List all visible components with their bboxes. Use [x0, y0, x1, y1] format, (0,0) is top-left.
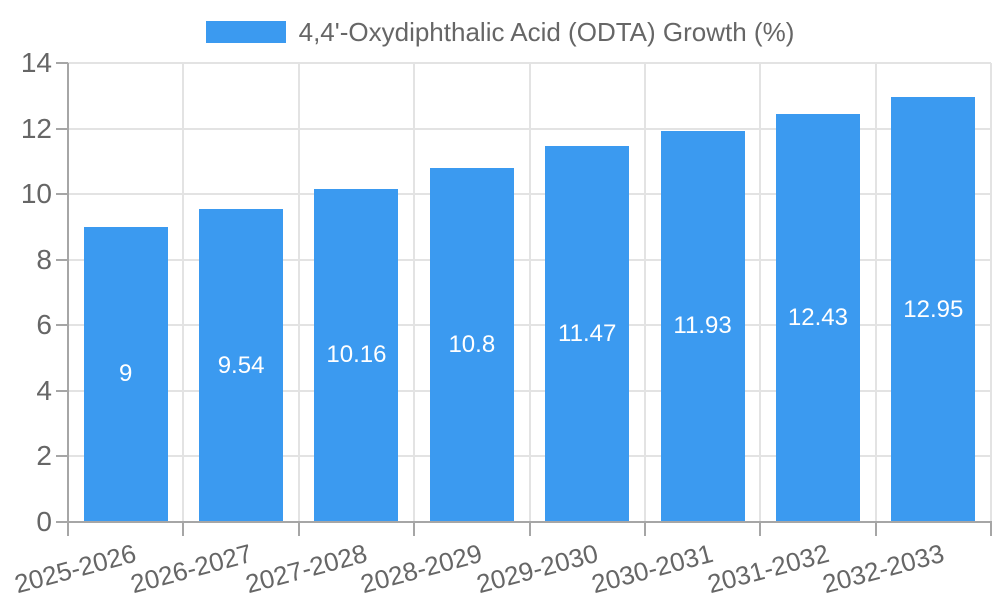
y-tick-label: 12 — [20, 113, 52, 144]
bar[interactable] — [83, 226, 168, 521]
bar-value-label: 9 — [119, 360, 133, 388]
x-tick-label: 2025-2026 — [11, 538, 140, 600]
legend-swatch-icon — [205, 21, 286, 43]
y-tick-label: 6 — [36, 309, 52, 340]
y-tick-mark — [56, 259, 68, 261]
y-tick-label: 10 — [20, 178, 52, 209]
bar-value-label: 10.8 — [448, 330, 496, 358]
y-tick-label: 2 — [36, 440, 52, 471]
y-tick-mark — [56, 324, 68, 326]
bar-value-label: 9.54 — [217, 351, 265, 379]
y-tick-label: 14 — [20, 47, 52, 78]
x-tick-mark — [990, 522, 992, 536]
x-tick-mark — [298, 522, 300, 536]
v-gridline — [875, 63, 877, 522]
x-tick-mark — [413, 522, 415, 536]
bar[interactable] — [429, 167, 514, 521]
y-tick-mark — [56, 128, 68, 130]
x-tick-mark — [875, 522, 877, 536]
x-tick-mark — [644, 522, 646, 536]
v-gridline — [529, 63, 531, 522]
bar[interactable] — [545, 145, 630, 521]
bar[interactable] — [660, 130, 745, 521]
legend-label: 4,4'-Oxydiphthalic Acid (ODTA) Growth (%… — [298, 16, 795, 47]
y-tick-mark — [56, 62, 68, 64]
bar[interactable] — [199, 209, 284, 521]
bar-value-label: 12.95 — [903, 295, 964, 323]
x-tick-label: 2030-2031 — [588, 538, 717, 600]
bar-value-label: 11.93 — [673, 312, 732, 340]
legend[interactable]: 4,4'-Oxydiphthalic Acid (ODTA) Growth (%… — [0, 10, 1000, 54]
bar-value-label: 10.16 — [326, 341, 387, 369]
y-tick-label: 0 — [36, 506, 52, 537]
x-axis-line — [67, 521, 992, 523]
x-tick-label: 2028-2029 — [357, 538, 486, 600]
y-axis-line — [67, 63, 69, 523]
x-tick-label: 2026-2027 — [126, 538, 255, 600]
bar[interactable] — [775, 114, 860, 521]
x-tick-label: 2031-2032 — [703, 538, 832, 600]
x-tick-mark — [529, 522, 531, 536]
y-tick-mark — [56, 455, 68, 457]
v-gridline — [759, 63, 761, 522]
v-gridline — [413, 63, 415, 522]
bar-value-label: 11.47 — [558, 319, 617, 347]
y-tick-mark — [56, 521, 68, 523]
v-gridline — [644, 63, 646, 522]
y-tick-mark — [56, 390, 68, 392]
x-tick-mark — [67, 522, 69, 536]
bar[interactable] — [314, 188, 399, 521]
v-gridline — [298, 63, 300, 522]
v-gridline — [182, 63, 184, 522]
y-tick-mark — [56, 193, 68, 195]
x-tick-mark — [182, 522, 184, 536]
x-tick-label: 2027-2028 — [242, 538, 371, 600]
bar-value-label: 12.43 — [787, 304, 848, 332]
x-tick-label: 2029-2030 — [473, 538, 601, 600]
x-tick-mark — [759, 522, 761, 536]
v-gridline — [990, 63, 992, 522]
x-tick-label: 2032-2033 — [819, 538, 948, 600]
y-tick-label: 4 — [36, 375, 52, 406]
bar[interactable] — [891, 97, 976, 521]
y-tick-label: 8 — [36, 244, 52, 275]
